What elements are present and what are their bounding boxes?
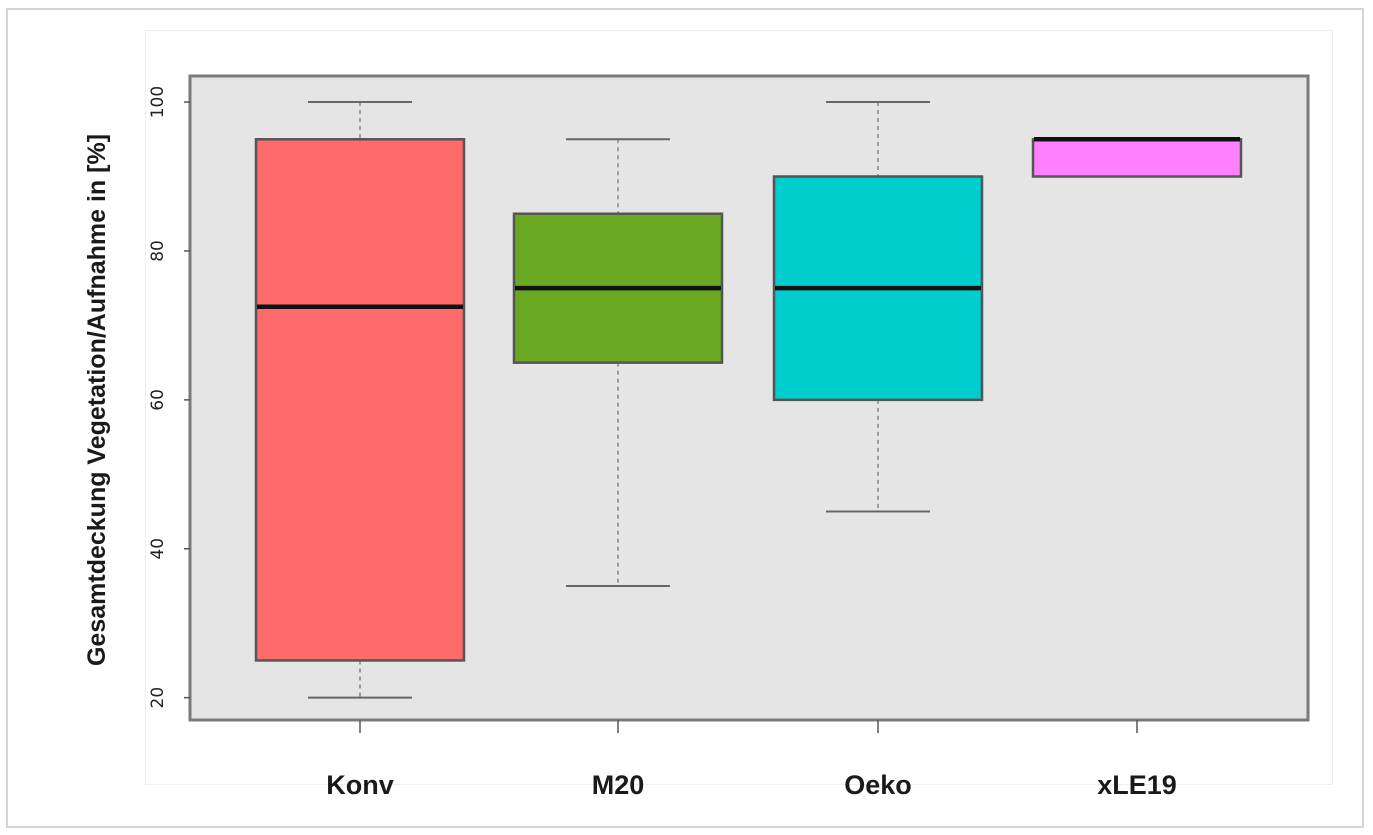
boxes-layer xyxy=(254,101,1243,699)
x-tick-label-konv: Konv xyxy=(326,770,394,800)
x-tick-label-oeko: Oeko xyxy=(844,770,912,800)
y-axis-title: Gesamtdeckung Vegetation/Aufnahme in [%] xyxy=(83,134,111,666)
x-tick-label-xle19: xLE19 xyxy=(1097,770,1177,800)
inner-frame xyxy=(145,30,1333,785)
y-axis: 20 40 60 80 100 xyxy=(148,86,190,709)
y-tick-label: 60 xyxy=(148,389,168,411)
x-axis: Konv M20 Oeko xLE19 xyxy=(326,720,1177,800)
outer-frame xyxy=(6,8,1364,828)
y-tick-label: 80 xyxy=(148,240,168,262)
y-tick-label: 40 xyxy=(148,538,168,560)
y-tick-label: 100 xyxy=(148,86,168,118)
y-tick-label: 20 xyxy=(148,687,168,709)
box-konv xyxy=(254,138,466,662)
box-xle19 xyxy=(1031,138,1243,178)
x-tick-label-m20: M20 xyxy=(592,770,645,800)
